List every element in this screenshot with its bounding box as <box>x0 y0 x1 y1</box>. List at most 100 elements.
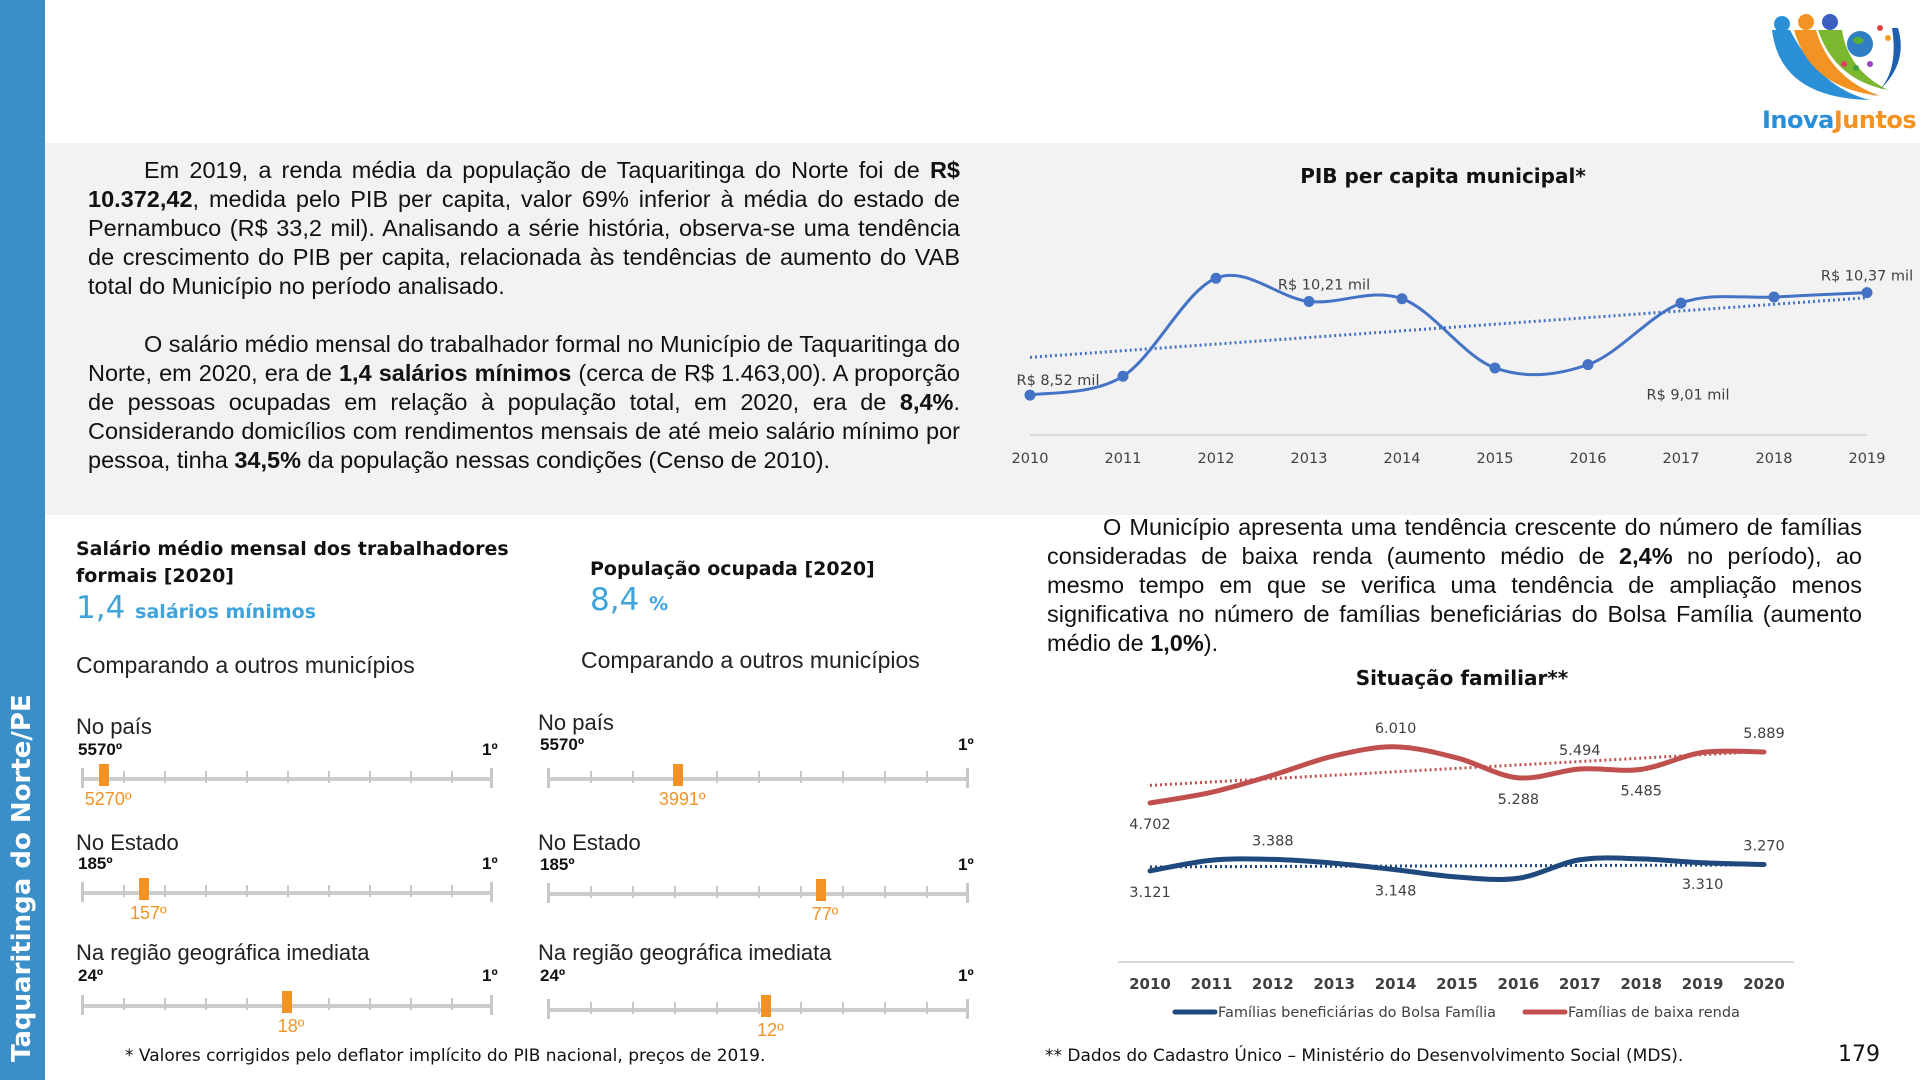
compare-heading: Comparando a outros municípios <box>581 647 920 673</box>
data-label: 5.485 <box>1620 783 1662 799</box>
data-point <box>1675 297 1687 309</box>
gauge-tick <box>800 771 802 783</box>
gauge-tick <box>287 771 289 783</box>
gauge-tick <box>369 885 371 897</box>
x-tick-label: 2012 <box>1198 451 1235 467</box>
gauge-value-unit: salários mínimos <box>135 601 317 623</box>
rank-value: 77º <box>811 904 839 924</box>
data-point <box>1582 359 1594 371</box>
gauge-tick <box>246 885 248 897</box>
gauge-tick <box>369 998 371 1010</box>
page-number: 179 <box>1838 1042 1880 1067</box>
gauge-tick <box>123 998 125 1010</box>
gauge-title: População ocupada [2020] <box>590 558 875 580</box>
ranking-bar: 157º <box>81 878 493 923</box>
sidebar: Taquaritinga do Norte/PE <box>0 0 45 1080</box>
best-rank: 1º <box>482 966 498 985</box>
gauge-end <box>81 882 84 902</box>
worst-rank: 24º <box>540 966 566 985</box>
family-analysis-text: O Município apresenta uma tendência cres… <box>1047 513 1862 658</box>
highlight-text: 8,4% <box>899 389 954 415</box>
gauge-value: 8,4 % <box>590 582 668 618</box>
highlight-text: R$ 10.372,42 <box>88 157 960 212</box>
x-tick-label: 2011 <box>1105 451 1142 467</box>
gauge-tick <box>205 998 207 1010</box>
gauge-tick <box>410 998 412 1010</box>
gauge-tick <box>451 885 453 897</box>
gauge-tick <box>716 1002 718 1014</box>
x-tick-label: 2013 <box>1291 451 1328 467</box>
worst-rank: 24º <box>78 966 104 985</box>
gauge-tick <box>716 886 718 898</box>
data-label: 3.310 <box>1682 877 1724 893</box>
logo-icon <box>1772 14 1901 100</box>
gauge-tick <box>884 771 886 783</box>
worst-rank: 185º <box>540 855 575 874</box>
data-label: 6.010 <box>1375 721 1417 737</box>
gauge-value: 1,4 salários mínimos <box>76 590 316 626</box>
gauge-value-number: 8,4 <box>590 582 640 618</box>
data-label: 3.388 <box>1252 833 1294 849</box>
gauge-tick <box>842 771 844 783</box>
gauge-end <box>490 995 493 1015</box>
data-point <box>1861 287 1873 299</box>
gauge-value-number: 1,4 <box>76 590 126 626</box>
gauge-tick <box>758 1002 760 1014</box>
gauge-tick <box>926 1002 928 1014</box>
text-segment: ). <box>1203 630 1219 656</box>
gauge-end <box>81 768 84 788</box>
gauge-row-label: Na região geográfica imediata <box>76 940 370 965</box>
gauge-end <box>966 999 969 1019</box>
gauge-tick <box>246 771 248 783</box>
data-label: R$ 10,21 mil <box>1278 277 1370 293</box>
series-line <box>1028 273 1869 397</box>
gauge-end <box>81 995 84 1015</box>
gauge-tick <box>590 771 592 783</box>
ranking-bar: 77º <box>547 879 969 924</box>
worst-rank: 5570º <box>78 740 123 759</box>
gauge-tick <box>328 885 330 897</box>
paragraph: O Município apresenta uma tendência cres… <box>1047 513 1862 658</box>
data-label: 3.270 <box>1743 839 1785 855</box>
gauge-tick <box>926 771 928 783</box>
gauge-tick <box>590 886 592 898</box>
gauge-row-label: No país <box>538 710 614 735</box>
logo-text-inova: Inova <box>1762 106 1834 134</box>
x-tick-label: 2016 <box>1498 975 1540 993</box>
data-label: 3.148 <box>1375 884 1417 900</box>
rank-marker <box>282 991 292 1013</box>
x-tick-label: 2012 <box>1252 975 1294 993</box>
x-tick-label: 2019 <box>1682 975 1724 993</box>
rank-value: 157º <box>129 903 167 923</box>
text-segment: O salário médio mensal do trabalhador fo… <box>88 331 961 386</box>
rank-value: 18º <box>277 1016 305 1036</box>
gauge-row-label: No Estado <box>538 830 641 855</box>
gauge-tick <box>758 886 760 898</box>
gauge-tick <box>287 885 289 897</box>
gauge-tick <box>632 771 634 783</box>
ranking-bar: 5270º <box>81 764 493 809</box>
text-segment: , medida pelo PIB per capita, valor 69% … <box>88 186 960 299</box>
gauge-tick <box>123 885 125 897</box>
gauge-tick <box>164 771 166 783</box>
data-point <box>1117 370 1129 382</box>
gauge-tick <box>164 998 166 1010</box>
gauge-end <box>966 768 969 788</box>
text-segment: . Considerando domicílios com rendimento… <box>88 389 960 473</box>
x-tick-label: 2015 <box>1477 451 1514 467</box>
data-label: R$ 9,01 mil <box>1647 388 1730 404</box>
x-tick-label: 2014 <box>1384 451 1421 467</box>
ranking-bar: 3991º <box>547 764 969 809</box>
summary-panel <box>45 143 1920 515</box>
x-tick-label: 2015 <box>1436 975 1478 993</box>
gauge-tick <box>884 886 886 898</box>
x-tick-label: 2016 <box>1570 451 1607 467</box>
x-tick-label: 2010 <box>1012 451 1049 467</box>
data-label: 3.121 <box>1129 885 1171 901</box>
gauge-end <box>547 883 550 903</box>
gauge-tick <box>328 998 330 1010</box>
gauge-end <box>547 999 550 1019</box>
gauge-tick <box>758 771 760 783</box>
gauge-tick <box>842 886 844 898</box>
